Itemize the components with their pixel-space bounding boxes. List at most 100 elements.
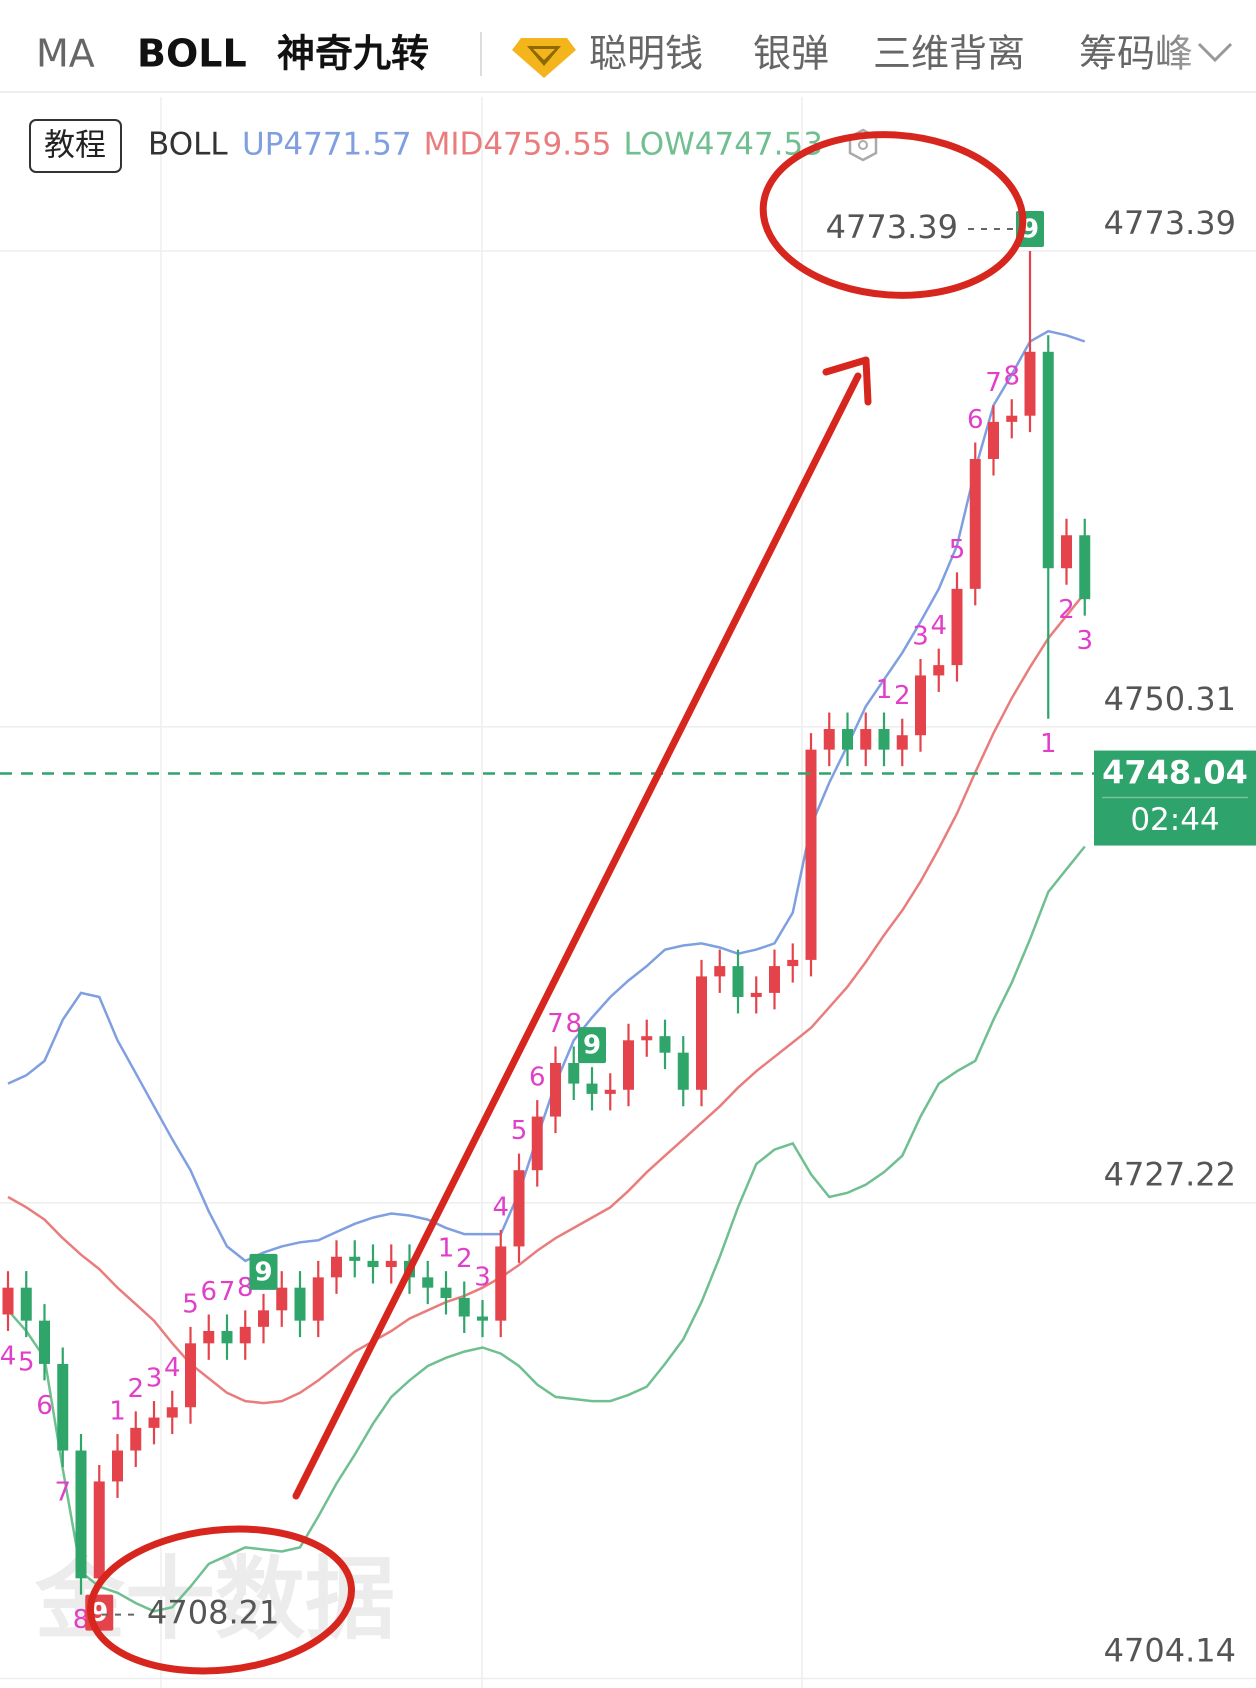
candle-body (1079, 535, 1091, 600)
td-count: 4 (0, 1341, 16, 1371)
legend: 教程 BOLL UP4771.57 MID4759.55 LOW4747.53 (29, 119, 878, 173)
td-count: 4 (492, 1192, 509, 1222)
candle-body (367, 1260, 379, 1268)
td-count: 1 (1040, 729, 1057, 759)
smart-money-icon (512, 38, 576, 78)
y-tick-label: 4773.39 (1104, 204, 1236, 242)
candle-body (769, 966, 780, 993)
tab-fade (1195, 20, 1256, 90)
candle-body (276, 1287, 288, 1311)
td-count: 8 (73, 1605, 90, 1635)
last-price-box (1094, 750, 1256, 846)
highlight-ellipse (759, 131, 1027, 299)
y-tick-label: 4727.22 (1104, 1156, 1236, 1194)
candle-body (969, 458, 981, 589)
candle-body (513, 1170, 525, 1247)
tab[interactable]: 三维背离 (873, 32, 1025, 76)
candle-body (312, 1277, 324, 1321)
candle-body (604, 1089, 616, 1094)
expand-chevron[interactable] (1197, 42, 1233, 63)
candle-body (239, 1326, 251, 1344)
legend-entry: MID4759.55 (424, 127, 612, 163)
candle-body (440, 1287, 452, 1298)
candle-body (550, 1062, 561, 1117)
tab[interactable]: 聪明钱 (589, 32, 703, 76)
legend-items: UP4771.57 MID4759.55 LOW4747.53 (242, 127, 823, 163)
candle-body (130, 1427, 142, 1451)
high-marker-label: 4773.39 (826, 208, 958, 246)
td-count: 9 (254, 1257, 272, 1287)
candle-body (148, 1417, 160, 1428)
td-count: 3 (474, 1263, 491, 1293)
candle-body (221, 1330, 233, 1344)
tab-bar: MA BOLL 神奇九转 聪明钱 银弹 三维背离 筹码峰 (0, 0, 1256, 93)
td-count: 3 (1076, 626, 1093, 656)
td-count: 7 (547, 1009, 564, 1039)
candle-body (659, 1036, 671, 1053)
candle-body (75, 1450, 87, 1579)
td-count: 3 (912, 621, 929, 651)
td-count: 2 (456, 1244, 473, 1274)
td-count: 6 (36, 1391, 53, 1421)
y-tick-label: 4704.14 (1104, 1632, 1236, 1670)
td-count: 5 (182, 1289, 199, 1319)
candle-body (203, 1330, 215, 1344)
candle-body (951, 588, 963, 666)
last-price-label: 4748.04 (1102, 754, 1248, 792)
candle-body (750, 992, 762, 998)
candle-body (714, 966, 726, 977)
candle-body (860, 729, 872, 750)
candle-body (57, 1363, 69, 1451)
td-count: 8 (237, 1273, 254, 1303)
td-count: 8 (1003, 362, 1020, 392)
candle-body (39, 1320, 50, 1364)
time-grid (160, 97, 803, 1688)
low-marker-label: 4708.21 (147, 1594, 279, 1632)
td-count: 6 (200, 1277, 217, 1307)
candle-body (933, 665, 945, 676)
candle-body (641, 1036, 653, 1041)
candle-body (185, 1343, 196, 1408)
tab[interactable]: 银弹 (753, 32, 829, 76)
tab[interactable]: MA (36, 32, 95, 76)
legend-entry: UP4771.57 (242, 127, 412, 163)
td-count: 2 (127, 1374, 144, 1404)
candle-body (878, 729, 890, 750)
td-count: 4 (930, 611, 947, 641)
highlight-ellipse (87, 1525, 355, 1675)
candle-body (896, 735, 908, 750)
td-count: 2 (1058, 595, 1075, 625)
candle-body (331, 1256, 342, 1278)
candle-body (258, 1310, 269, 1327)
td-count: 1 (109, 1397, 126, 1427)
candle-body (477, 1316, 488, 1321)
td-count: 5 (511, 1116, 528, 1146)
tab[interactable]: 神奇九转 (277, 32, 429, 76)
td-count: 5 (18, 1348, 35, 1378)
candle-body (349, 1256, 361, 1261)
candle-body (294, 1287, 306, 1321)
candle-body (842, 729, 853, 750)
td-count: 5 (949, 535, 966, 565)
candle-body (1006, 415, 1018, 422)
countdown-label: 02:44 (1130, 802, 1219, 838)
td-count: 2 (894, 681, 911, 711)
band-line (7, 845, 1086, 1613)
tutorial-button[interactable] (29, 119, 122, 173)
candle-body (677, 1052, 689, 1090)
candle-body (93, 1481, 105, 1579)
td-count: 7 (219, 1277, 236, 1307)
tutorial-button-label[interactable]: 教程 (44, 128, 106, 164)
td-count: 7 (54, 1478, 71, 1508)
td-count: 8 (565, 1009, 582, 1039)
candle-body (385, 1260, 397, 1268)
tab[interactable]: BOLL (137, 32, 247, 76)
trend-arrow (292, 372, 862, 1500)
candle-body (696, 976, 707, 1090)
candle-body (20, 1287, 32, 1321)
legend-entry: LOW4747.53 (624, 127, 823, 163)
candle-body (1042, 351, 1054, 569)
td-count: 7 (985, 368, 1002, 398)
candle-body (623, 1040, 634, 1090)
